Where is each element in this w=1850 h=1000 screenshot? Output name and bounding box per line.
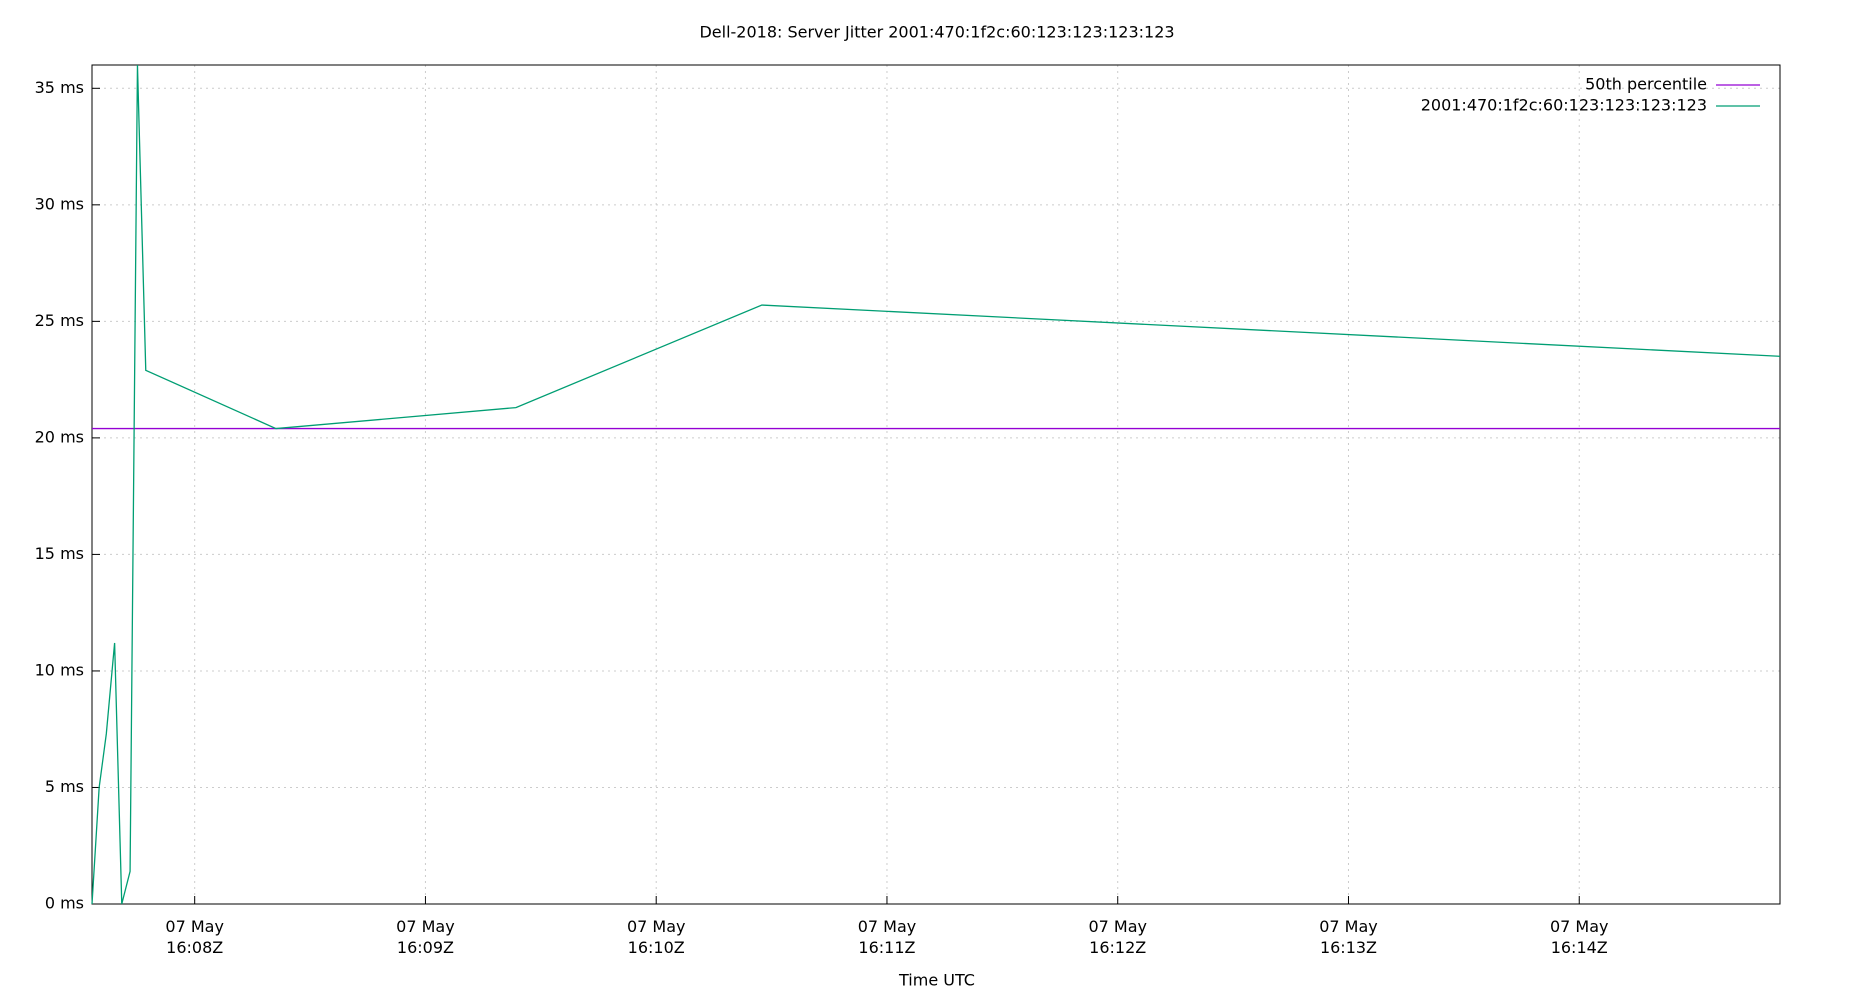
y-tick-label: 15 ms [35,544,84,563]
y-tick-label: 25 ms [35,311,84,330]
x-tick-label: 07 May 16:13Z [1319,917,1378,957]
y-tick-label: 30 ms [35,194,84,213]
x-tick-label: 07 May 16:08Z [165,917,224,957]
plot-frame [91,64,1781,905]
x-axis-label: Time UTC [898,971,975,990]
y-tick-label: 20 ms [35,427,84,446]
y-tick-label: 35 ms [35,78,84,97]
x-tick-label: 07 May 16:14Z [1550,917,1609,957]
y-tick-label: 10 ms [35,660,84,679]
x-tick-label: 07 May 16:10Z [627,917,686,957]
x-tick-label: 07 May 16:11Z [858,917,917,957]
y-tick-label: 5 ms [45,777,84,796]
x-tick-label: 07 May 16:09Z [396,917,455,957]
series-line [91,64,1781,905]
legend-label: 50th percentile [1585,75,1707,94]
chart-title: Dell-2018: Server Jitter 2001:470:1f2c:6… [699,23,1174,42]
x-tick-label: 07 May 16:12Z [1088,917,1147,957]
legend-label: 2001:470:1f2c:60:123:123:123:123 [1421,96,1707,115]
y-tick-label: 0 ms [45,894,84,913]
